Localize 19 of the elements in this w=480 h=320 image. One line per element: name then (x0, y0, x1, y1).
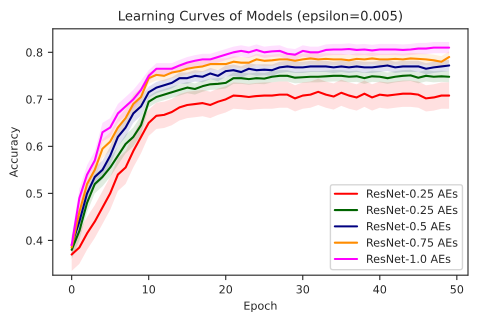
legend-label: ResNet-1.0 AEs (367, 254, 450, 264)
legend-label: ResNet-0.25 AEs (367, 189, 458, 198)
legend-label: ResNet-0.25 AEs (367, 206, 458, 214)
y-axis-title: Accuracy (9, 126, 20, 178)
y-tick-label: 0.7 (26, 95, 42, 104)
y-tick-label: 0.6 (26, 142, 42, 151)
x-tick-label: 0 (68, 285, 74, 294)
chart-title: Learning Curves of Models (epsilon=0.005) (119, 10, 402, 24)
y-tick-label: 0.5 (26, 189, 42, 198)
x-tick-label: 10 (142, 285, 156, 294)
x-tick-label: 20 (219, 285, 232, 294)
legend-label: ResNet-0.5 AEs (367, 222, 450, 230)
y-tick-label: 0.8 (26, 48, 42, 57)
x-tick-label: 50 (450, 285, 464, 294)
legend-label: ResNet-0.75 AEs (367, 238, 458, 247)
x-tick-label: 30 (296, 285, 310, 294)
x-axis-title: Epoch (244, 301, 276, 312)
x-tick-label: 40 (373, 285, 386, 294)
y-tick-label: 0.4 (26, 236, 42, 245)
